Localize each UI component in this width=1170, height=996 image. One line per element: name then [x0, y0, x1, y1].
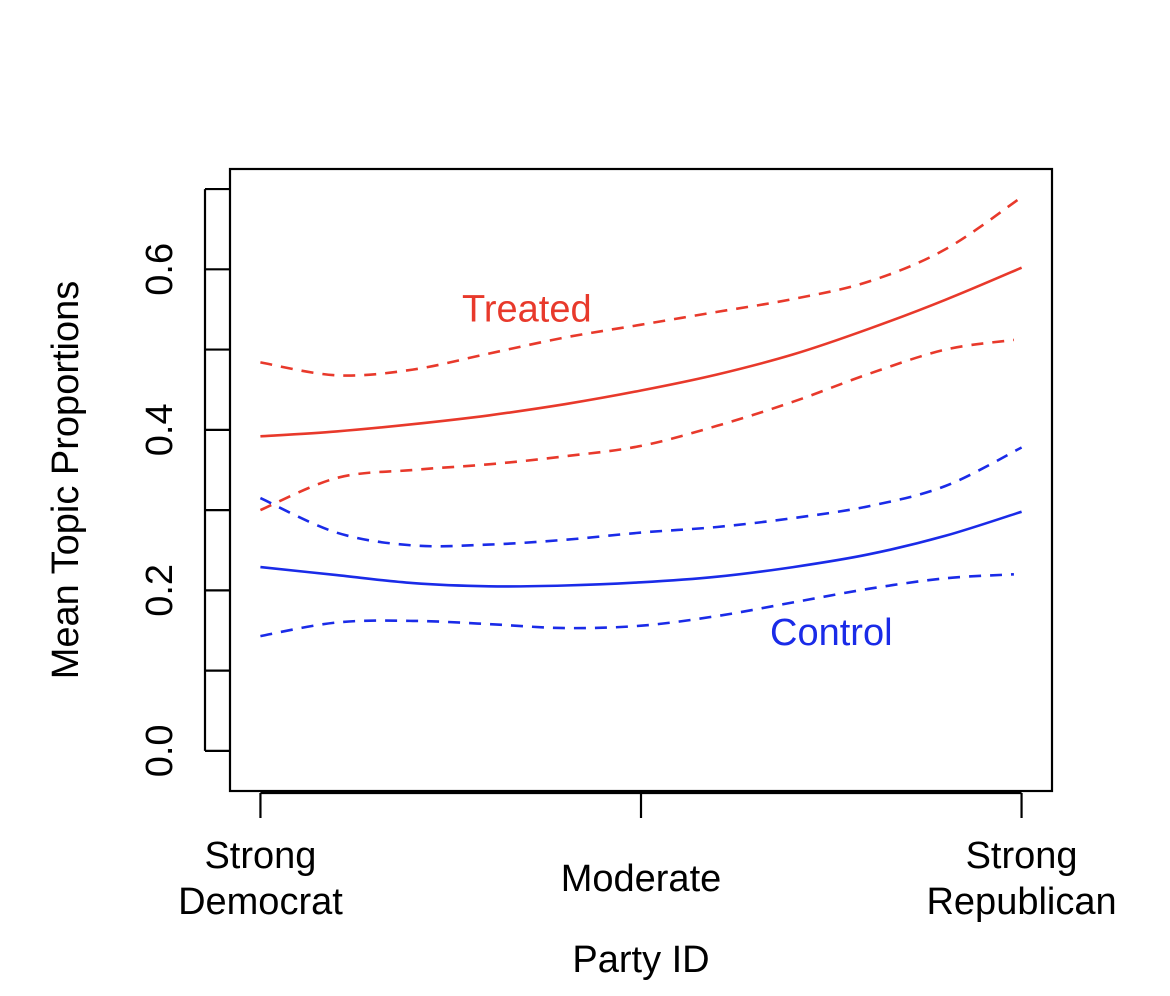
x-axis-title: Party ID [572, 939, 709, 981]
series-line-treated-lower [259, 338, 1015, 512]
x-tick-label: Moderate [561, 858, 722, 900]
y-axis-title: Mean Topic Proportions [45, 281, 87, 680]
x-tick-label: Democrat [178, 881, 343, 923]
series-line-control-mean [260, 510, 1022, 588]
y-tick-label: 0.0 [139, 724, 181, 777]
x-tick-label: Republican [926, 881, 1116, 923]
x-tick-label: Strong [204, 835, 316, 877]
annotation-treated-label: Treated [462, 288, 592, 330]
plot-frame [228, 167, 1054, 793]
annotation-control-label: Control [770, 612, 893, 654]
series-line-control-upper [259, 446, 1023, 548]
series-line-treated-upper [260, 196, 1023, 377]
series-line-treated-mean [260, 266, 1023, 438]
y-tick-label: 0.4 [139, 403, 181, 456]
annotation-layer: Treated Control [462, 288, 892, 653]
y-tick-label: 0.2 [139, 564, 181, 617]
x-tick-label: Strong [966, 835, 1078, 877]
y-axis: 0.0 0.2 0.4 0.6 [139, 187, 230, 777]
series-line-control-lower [260, 573, 1014, 638]
series-layer [259, 196, 1023, 638]
y-tick-label: 0.6 [139, 243, 181, 296]
